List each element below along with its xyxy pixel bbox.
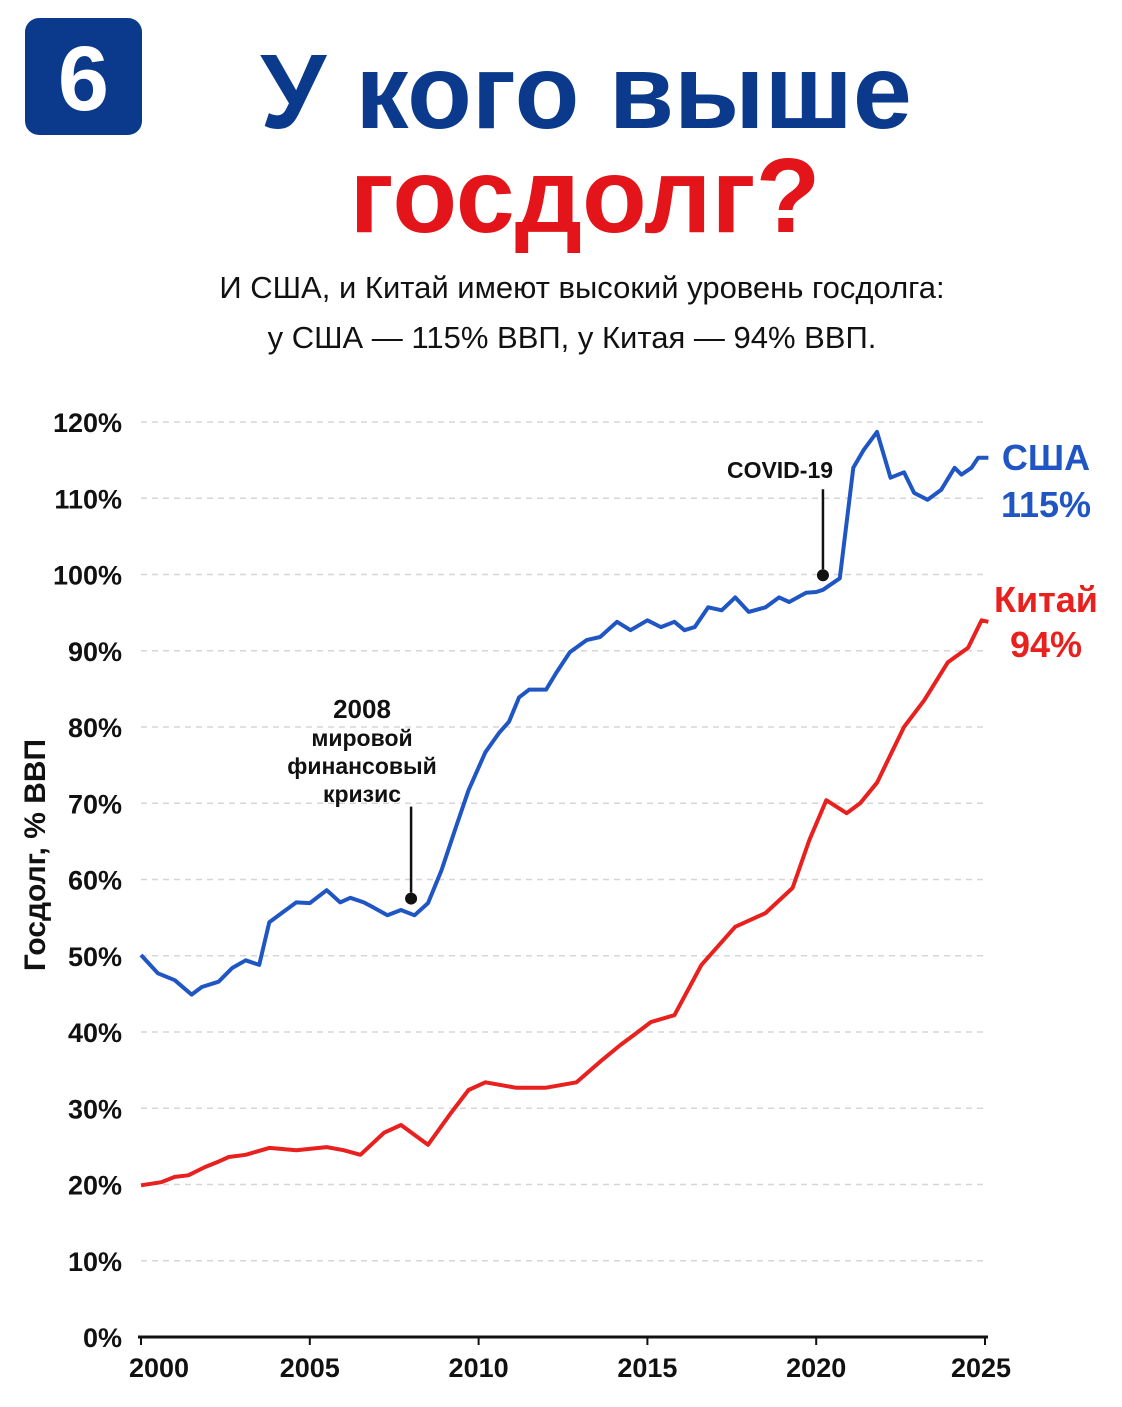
x-tick-label: 2010: [449, 1353, 509, 1383]
legend-label: США: [1002, 437, 1090, 478]
y-tick-label: 30%: [68, 1094, 122, 1124]
badge-number: 6: [58, 28, 109, 130]
subtitle-line: И США, и Китай имеют высокий уровень гос…: [219, 270, 944, 305]
annotation-dot: [816, 569, 829, 582]
y-tick-label: 40%: [68, 1018, 122, 1048]
end-value-label: 115%: [1001, 484, 1091, 525]
x-tick-label: 2005: [280, 1353, 340, 1383]
end-value-label: 94%: [1010, 624, 1082, 665]
subtitle-line: у США — 115% ВВП, у Китая — 94% ВВП.: [268, 320, 877, 355]
series-line: [140, 618, 989, 1188]
y-tick-label: 10%: [68, 1247, 122, 1277]
y-tick-label: 60%: [68, 866, 122, 896]
y-axis-label: Госдолг, % ВВП: [19, 739, 52, 971]
annotation-text: финансовый: [287, 753, 437, 779]
annotation-text: 2008: [333, 694, 391, 724]
x-tick-label: 2000: [129, 1353, 189, 1383]
series-line: [139, 429, 989, 997]
annotation-text: мировой: [311, 725, 412, 751]
title-line: У кого выше: [260, 33, 912, 151]
y-tick-label: 50%: [68, 942, 122, 972]
x-tick-label: 2015: [617, 1353, 677, 1383]
title-line: госдолг?: [350, 137, 821, 255]
annotation-dot: [405, 892, 418, 905]
y-tick-label: 100%: [53, 561, 122, 591]
y-tick-label: 0%: [83, 1323, 122, 1353]
x-tick-label: 2025: [951, 1353, 1011, 1383]
y-tick-label: 110%: [54, 484, 122, 514]
annotation-text: кризис: [323, 781, 401, 807]
legend-label: Китай: [994, 579, 1098, 620]
badge: [25, 18, 142, 135]
y-tick-label: 80%: [68, 713, 122, 743]
y-tick-label: 20%: [68, 1171, 122, 1201]
x-tick-label: 2020: [786, 1353, 846, 1383]
y-tick-label: 120%: [53, 408, 122, 438]
y-tick-label: 90%: [68, 637, 122, 667]
y-tick-label: 70%: [68, 789, 122, 819]
annotation-text: COVID-19: [727, 457, 833, 483]
